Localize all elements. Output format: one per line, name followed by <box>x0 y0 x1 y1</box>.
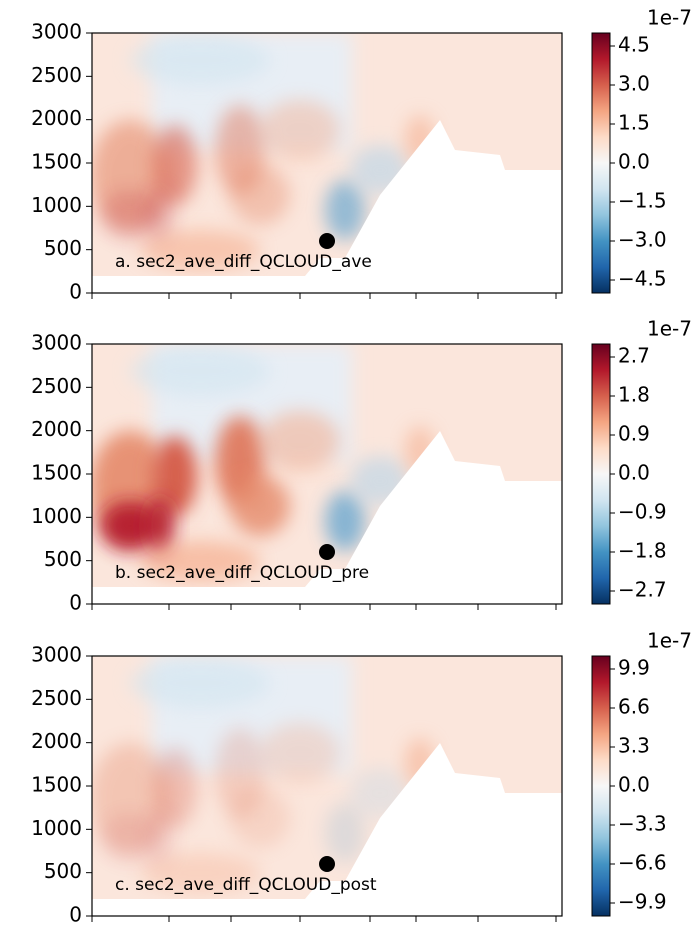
colorbar <box>591 32 611 294</box>
y-tick-label: 2500 <box>31 374 82 398</box>
y-tick-label: 1000 <box>31 193 82 217</box>
contour-blob <box>325 180 365 240</box>
colorbar-offset: 1e-7 <box>647 6 692 30</box>
contour-blob <box>230 165 290 225</box>
y-tick-label: 3000 <box>31 643 82 667</box>
colorbar-tick-label: 0.0 <box>618 461 650 485</box>
panel-title: a. sec2_ave_diff_QCLOUD_ave <box>115 252 372 272</box>
contour-blob <box>140 853 260 893</box>
y-tick-label: 0 <box>69 280 82 304</box>
contour-blob <box>130 346 270 396</box>
colorbar-tick-label: −0.9 <box>618 500 667 524</box>
colorbar-tick-label: 0.0 <box>618 773 650 797</box>
terrain <box>92 431 562 604</box>
y-tick-label: 2000 <box>31 417 82 441</box>
contour-blob <box>100 501 160 551</box>
contour-blob <box>153 748 197 828</box>
contour-blob <box>325 491 365 551</box>
y-tick-label: 2500 <box>31 63 82 87</box>
colorbar-tick-label: 3.3 <box>618 734 650 758</box>
colorbar-tick-label: −3.3 <box>618 812 667 836</box>
colorbar-tick-label: 2.7 <box>618 344 650 368</box>
y-tick-label: 500 <box>44 547 82 571</box>
y-tick-label: 0 <box>69 903 82 927</box>
y-tick-label: 2000 <box>31 729 82 753</box>
contour-blob <box>130 35 270 85</box>
contour-field <box>92 344 562 604</box>
contour-blob <box>145 185 175 245</box>
field <box>92 656 562 916</box>
colorbar-tick-label: −6.6 <box>618 851 667 875</box>
colorbar-tick-label: −4.5 <box>618 267 667 291</box>
colorbar <box>591 343 611 605</box>
colorbar-tick-label: 3.0 <box>618 72 650 96</box>
contour-blob <box>100 813 160 863</box>
colorbar-tick-label: 1.5 <box>618 111 650 135</box>
contour-blob <box>145 496 175 556</box>
contour-blob <box>100 190 160 240</box>
y-tick-label: 0 <box>69 591 82 615</box>
y-tick-label: 1500 <box>31 773 82 797</box>
colorbar-tick-label: −3.0 <box>618 228 667 252</box>
contour-blob <box>230 788 290 848</box>
contour-field <box>92 33 562 293</box>
contour-blob <box>140 230 260 270</box>
colorbar-offset: 1e-7 <box>647 317 692 341</box>
terrain <box>92 743 562 916</box>
contour-blob <box>130 658 270 708</box>
colorbar <box>591 655 611 917</box>
contour-blob <box>153 125 197 205</box>
field <box>92 344 562 604</box>
colorbar-tick-label: 0.0 <box>618 150 650 174</box>
colorbar-offset: 1e-7 <box>647 629 692 653</box>
panel-title: c. sec2_ave_diff_QCLOUD_post <box>115 875 377 895</box>
colorbar-tick-label: −9.9 <box>618 890 667 914</box>
y-tick-label: 3000 <box>31 331 82 355</box>
y-tick-label: 1000 <box>31 816 82 840</box>
marker <box>319 856 335 872</box>
contour-blob <box>260 100 340 160</box>
colorbar-tick-label: 6.6 <box>618 695 650 719</box>
colorbar-tick-label: −2.7 <box>618 578 667 602</box>
field <box>92 33 562 293</box>
contour-blob <box>260 723 340 783</box>
y-tick-label: 1000 <box>31 504 82 528</box>
y-tick-label: 2000 <box>31 106 82 130</box>
contour-blob <box>153 436 197 516</box>
panel-title: b. sec2_ave_diff_QCLOUD_pre <box>115 563 369 583</box>
y-tick-label: 2500 <box>31 686 82 710</box>
y-tick-label: 500 <box>44 859 82 883</box>
contour-blob <box>325 803 365 863</box>
contour-blob <box>260 411 340 471</box>
colorbar-tick-label: −1.8 <box>618 539 667 563</box>
contour-field <box>92 656 562 916</box>
contour-blob <box>145 808 175 868</box>
marker <box>319 233 335 249</box>
terrain <box>92 120 562 293</box>
colorbar-tick-label: 4.5 <box>618 33 650 57</box>
colorbar-tick-label: 9.9 <box>618 656 650 680</box>
y-tick-label: 1500 <box>31 150 82 174</box>
contour-blob <box>140 541 260 581</box>
colorbar-tick-label: 0.9 <box>618 422 650 446</box>
y-tick-label: 1500 <box>31 461 82 485</box>
contour-blob <box>230 476 290 536</box>
y-tick-label: 3000 <box>31 20 82 44</box>
colorbar-tick-label: 1.8 <box>618 383 650 407</box>
colorbar-tick-label: −1.5 <box>618 189 667 213</box>
y-tick-label: 500 <box>44 236 82 260</box>
marker <box>319 544 335 560</box>
